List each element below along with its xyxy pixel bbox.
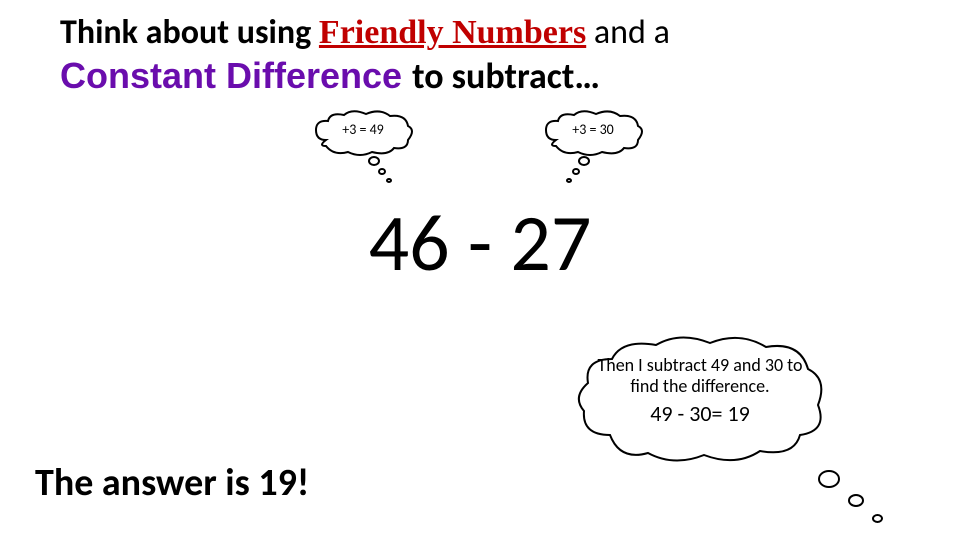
thought-bubble-left: +3 = 49	[308, 110, 418, 165]
title-part5: to subtract…	[412, 54, 600, 98]
subtraction-expression: 46 - 27	[369, 195, 592, 292]
thought-bubble-right: +3 = 30	[538, 110, 648, 165]
explanation-text: Then I subtract 49 and 30 to find the di…	[588, 355, 812, 396]
bubble-tail-icon	[818, 470, 840, 488]
bubble-tail-icon	[848, 494, 864, 507]
answer-text: The answer is 19!	[35, 460, 309, 506]
title-constant-difference: Constant Difference	[60, 55, 412, 96]
thought-bubble-explanation: Then I subtract 49 and 30 to find the di…	[570, 335, 830, 470]
title-friendly-numbers: Friendly Numbers	[319, 14, 586, 51]
title-part1: Think about using	[60, 12, 319, 53]
thought-bubble-right-text: +3 = 30	[538, 121, 648, 138]
bubble-tail-icon	[578, 156, 590, 166]
explanation-equation: 49 - 30= 19	[588, 400, 812, 427]
bubble-tail-icon	[386, 178, 392, 183]
thought-bubble-content: Then I subtract 49 and 30 to find the di…	[588, 355, 812, 427]
bubble-tail-icon	[378, 168, 386, 175]
bubble-tail-icon	[566, 178, 572, 183]
bubble-tail-icon	[368, 156, 380, 166]
thought-bubble-left-text: +3 = 49	[308, 121, 418, 138]
title-line-1: Think about using Friendly Numbers and a	[60, 12, 670, 55]
bubble-tail-icon	[872, 514, 883, 523]
title-line-2: Constant Difference to subtract…	[60, 54, 600, 98]
title-part3: and a	[586, 12, 670, 53]
bubble-tail-icon	[572, 168, 580, 175]
